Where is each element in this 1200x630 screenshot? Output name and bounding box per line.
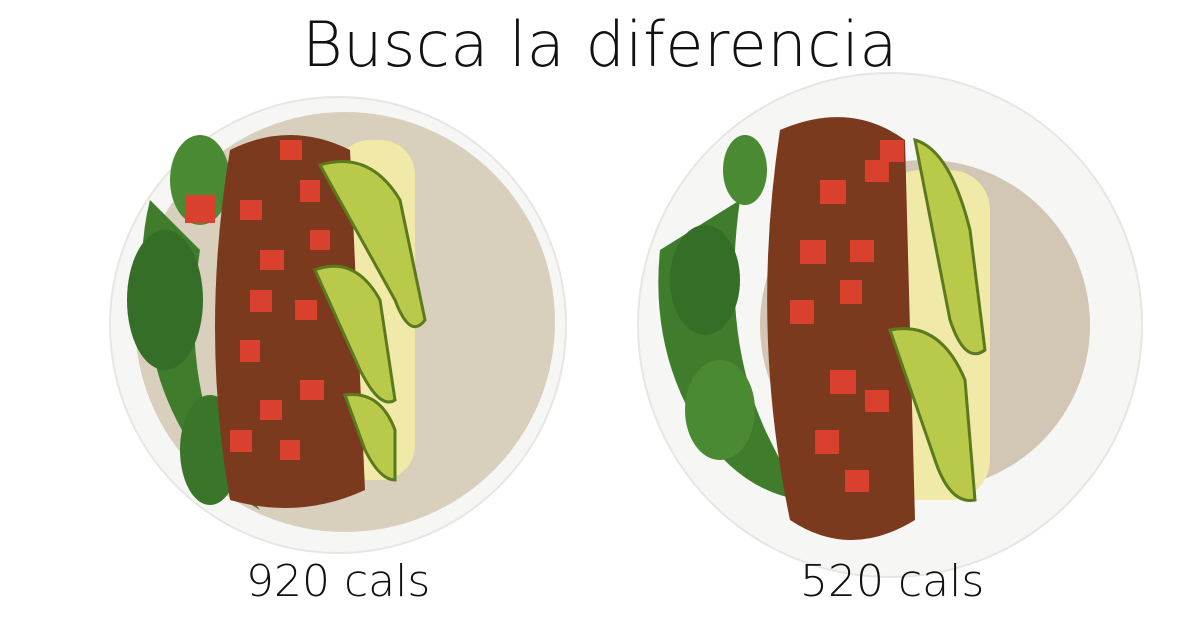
right-burrito-plate (637, 72, 1143, 578)
right-calorie-label: 520 cals (800, 556, 985, 607)
page-title: Busca la diferencia (302, 8, 898, 81)
left-burrito-plate (109, 96, 567, 554)
left-calorie-label: 920 cals (246, 556, 431, 607)
